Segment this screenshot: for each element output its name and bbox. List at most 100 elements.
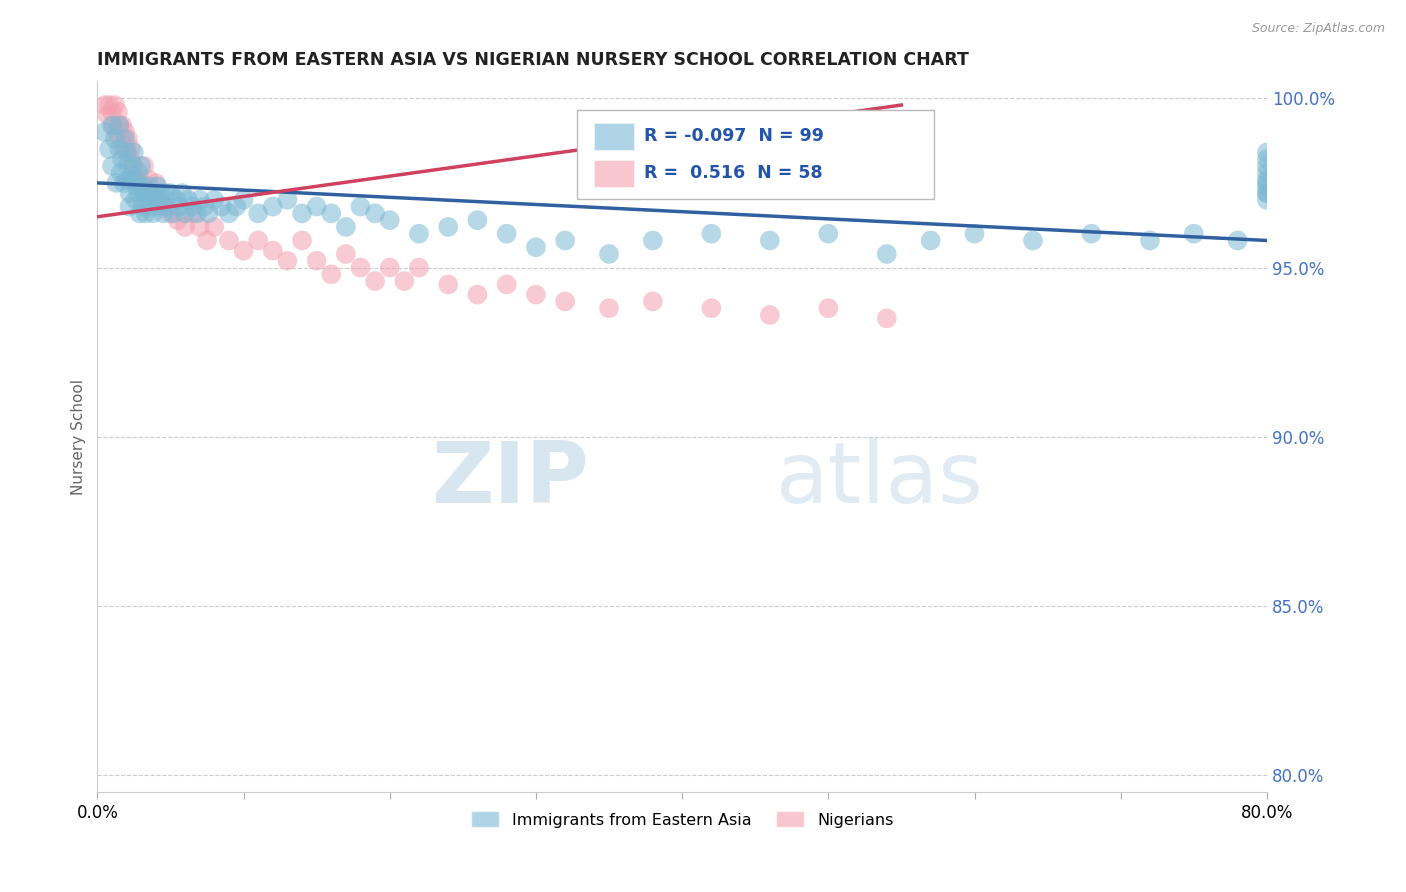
Point — [232, 244, 254, 258]
Point — [114, 132, 136, 146]
Point — [467, 287, 489, 301]
FancyBboxPatch shape — [595, 161, 634, 187]
Point — [211, 200, 233, 214]
Point — [188, 193, 211, 207]
Point — [129, 179, 152, 194]
Point — [963, 227, 986, 241]
Point — [1182, 227, 1205, 241]
Point — [1256, 186, 1278, 200]
Point — [394, 274, 416, 288]
Point — [122, 159, 145, 173]
Point — [1256, 172, 1278, 186]
Point — [108, 119, 131, 133]
Point — [101, 159, 124, 173]
Point — [193, 200, 215, 214]
Point — [218, 234, 240, 248]
Point — [112, 176, 135, 190]
Point — [1139, 234, 1161, 248]
Point — [162, 206, 184, 220]
Point — [118, 200, 141, 214]
Point — [408, 260, 430, 275]
Point — [145, 176, 167, 190]
Point — [120, 172, 142, 186]
Point — [107, 104, 129, 119]
Point — [153, 186, 176, 200]
Point — [641, 234, 664, 248]
Point — [262, 244, 284, 258]
Point — [197, 206, 219, 220]
Point — [108, 119, 131, 133]
Point — [98, 98, 121, 112]
FancyBboxPatch shape — [576, 110, 934, 199]
Point — [111, 152, 134, 166]
Point — [166, 213, 188, 227]
Point — [495, 277, 517, 292]
Point — [641, 294, 664, 309]
Y-axis label: Nursery School: Nursery School — [72, 379, 86, 495]
Point — [97, 108, 120, 122]
Point — [124, 193, 146, 207]
Point — [103, 119, 125, 133]
Point — [218, 206, 240, 220]
Point — [817, 227, 839, 241]
Point — [115, 142, 138, 156]
Point — [111, 119, 134, 133]
Point — [202, 219, 225, 234]
Point — [127, 186, 149, 200]
Text: R =  0.516  N = 58: R = 0.516 N = 58 — [644, 164, 823, 182]
Point — [554, 234, 576, 248]
Point — [305, 253, 328, 268]
Point — [142, 206, 165, 220]
Point — [467, 213, 489, 227]
Point — [121, 159, 143, 173]
Legend: Immigrants from Eastern Asia, Nigerians: Immigrants from Eastern Asia, Nigerians — [464, 805, 900, 834]
Point — [408, 227, 430, 241]
Point — [335, 219, 357, 234]
Point — [108, 142, 131, 156]
Point — [115, 172, 138, 186]
Point — [364, 206, 387, 220]
Point — [554, 294, 576, 309]
Point — [195, 234, 218, 248]
Point — [1256, 159, 1278, 173]
Point — [134, 159, 156, 173]
Point — [1256, 166, 1278, 180]
Point — [93, 125, 115, 139]
Point — [165, 193, 187, 207]
Point — [1256, 176, 1278, 190]
Point — [262, 200, 284, 214]
Point — [131, 200, 153, 214]
Point — [122, 145, 145, 160]
Point — [437, 219, 460, 234]
Point — [118, 186, 141, 200]
Point — [134, 186, 156, 200]
Point — [135, 206, 157, 220]
Point — [136, 193, 159, 207]
Point — [112, 142, 135, 156]
Point — [148, 200, 170, 214]
Point — [378, 213, 401, 227]
Point — [120, 142, 142, 156]
Point — [104, 132, 127, 146]
Point — [139, 200, 162, 214]
Point — [146, 179, 169, 194]
Point — [349, 200, 371, 214]
Point — [437, 277, 460, 292]
Point — [321, 206, 343, 220]
Point — [305, 200, 328, 214]
Point — [181, 206, 204, 220]
Point — [700, 301, 723, 315]
Point — [291, 206, 314, 220]
Point — [495, 227, 517, 241]
Point — [110, 166, 132, 180]
Point — [349, 260, 371, 275]
Point — [153, 200, 176, 214]
Point — [159, 206, 181, 220]
Point — [225, 200, 247, 214]
Point — [181, 200, 204, 214]
Text: IMMIGRANTS FROM EASTERN ASIA VS NIGERIAN NURSERY SCHOOL CORRELATION CHART: IMMIGRANTS FROM EASTERN ASIA VS NIGERIAN… — [97, 51, 969, 69]
FancyBboxPatch shape — [595, 123, 634, 151]
Point — [524, 240, 547, 254]
Point — [129, 159, 152, 173]
Point — [101, 119, 124, 133]
